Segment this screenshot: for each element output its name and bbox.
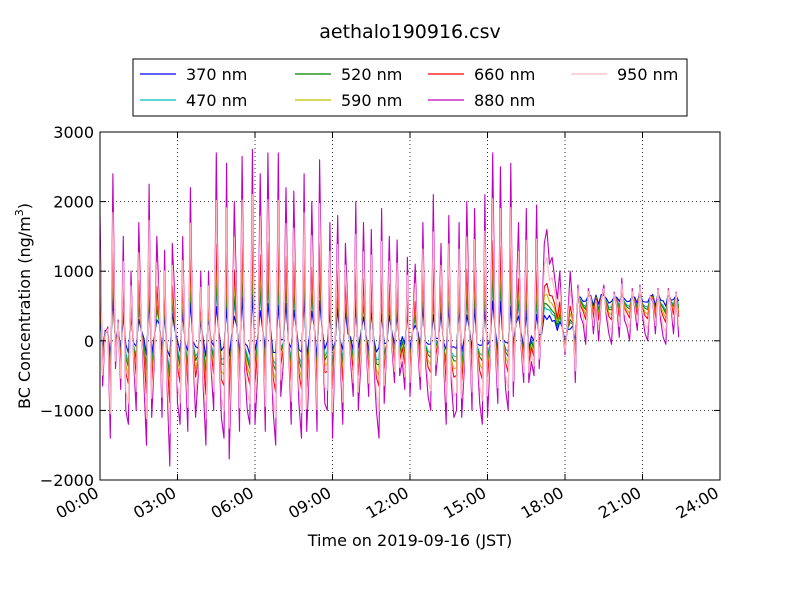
y-axis: −2000 −1000 0 1000 2000 3000 bbox=[40, 123, 720, 490]
y-tick-label: 1000 bbox=[53, 262, 94, 281]
legend-label: 370 nm bbox=[186, 65, 247, 84]
legend-label: 470 nm bbox=[186, 91, 247, 110]
y-axis-title-main: BC Concentration (ng/m bbox=[15, 216, 34, 409]
y-tick-label: 0 bbox=[84, 332, 94, 351]
grid-lines bbox=[100, 132, 720, 480]
legend: 370 nm 470 nm 520 nm 590 nm 660 nm 880 nm 950 … bbox=[132, 58, 688, 117]
legend-box bbox=[132, 58, 688, 117]
series-line bbox=[99, 235, 680, 404]
legend-label: 660 nm bbox=[474, 65, 535, 84]
series-line bbox=[99, 148, 680, 467]
x-axis-title: Time on 2019-09-16 (JST) bbox=[307, 531, 512, 550]
legend-label: 590 nm bbox=[341, 91, 402, 110]
legend-label: 880 nm bbox=[474, 91, 535, 110]
y-tick-label: −2000 bbox=[40, 471, 94, 490]
plot-lines bbox=[99, 148, 680, 467]
series-line bbox=[99, 193, 680, 434]
y-axis-title-sup: 3 bbox=[13, 209, 26, 216]
y-axis-title: BC Concentration (ng/m3) bbox=[13, 203, 34, 409]
legend-label: 520 nm bbox=[341, 65, 402, 84]
y-tick-label: 3000 bbox=[53, 123, 94, 142]
legend-label: 950 nm bbox=[617, 65, 678, 84]
chart-title: aethalo190916.csv bbox=[319, 21, 501, 43]
y-tick-label: 2000 bbox=[53, 193, 94, 212]
y-tick-label: −1000 bbox=[40, 401, 94, 420]
series-line bbox=[99, 290, 680, 359]
y-axis-title-end: ) bbox=[15, 203, 34, 209]
